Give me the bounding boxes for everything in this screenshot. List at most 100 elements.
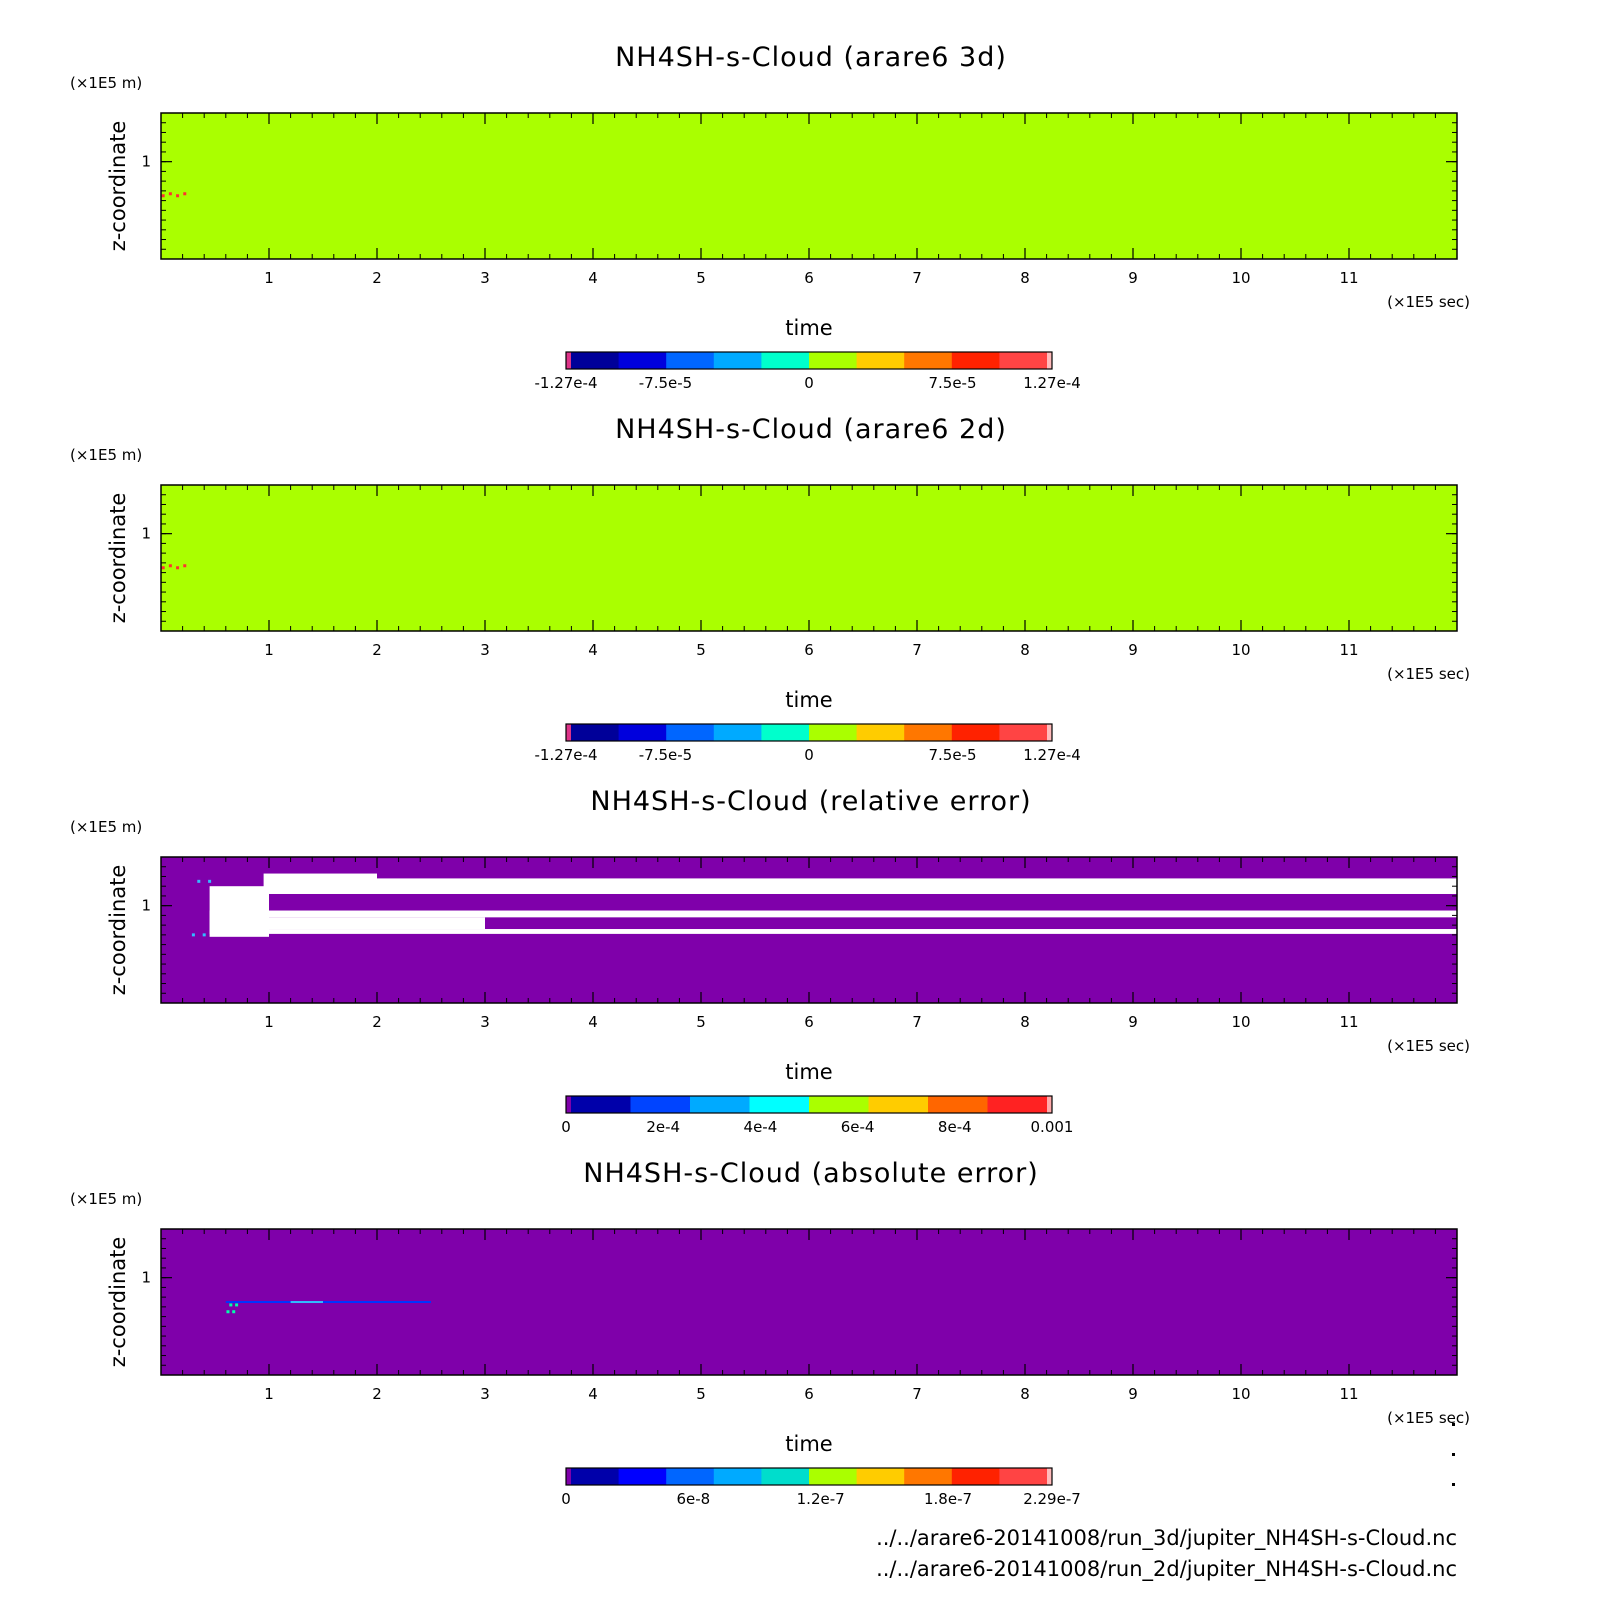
colorbar-frame	[565, 723, 1053, 742]
heatmap-feature-5	[209, 917, 485, 930]
x-tick-label: 1	[264, 269, 274, 287]
colorbar-swatch	[713, 1468, 762, 1485]
x-tick-label: 1	[264, 641, 274, 659]
x-tick-label: 6	[804, 269, 814, 287]
x-tick-label: 6	[804, 1385, 814, 1403]
footer-path-line: ../../arare6-20141008/run_2d/jupiter_NH4…	[876, 1557, 1457, 1582]
colorbar-swatch	[566, 1096, 571, 1113]
colorbar-label: 2e-4	[646, 1118, 680, 1136]
colorbar-swatch	[868, 1096, 929, 1113]
colorbar-swatch	[666, 724, 715, 741]
x-tick-label: 7	[912, 1013, 922, 1031]
x-tick-label: 8	[1020, 1013, 1030, 1031]
x-unit-label: (×1E5 sec)	[1387, 665, 1470, 683]
colorbar-swatch	[761, 724, 810, 741]
colorbar-label: 7.5e-5	[928, 746, 976, 764]
y-axis-label: z-coordinate	[106, 1237, 130, 1368]
colorbar-swatch	[713, 724, 762, 741]
x-axis-label: time	[785, 1432, 832, 1456]
x-tick-label: 11	[1339, 269, 1358, 287]
colorbar: -1.27e-4 -7.5e-5 0 7.5e-5 1.27e-4	[535, 723, 1081, 764]
footer-path-line: ../../arare6-20141008/run_3d/jupiter_NH4…	[876, 1526, 1457, 1551]
colorbar-label: 1.27e-4	[1023, 746, 1081, 764]
x-tick-label: 1	[264, 1385, 274, 1403]
colorbar-frame	[565, 351, 1053, 370]
colorbar-swatch	[856, 1468, 905, 1485]
colorbar-swatch	[571, 352, 620, 369]
x-tick-label: 9	[1128, 1013, 1138, 1031]
x-tick-label: 4	[588, 269, 598, 287]
x-tick-label: 3	[480, 641, 490, 659]
colorbar-swatch	[904, 1468, 953, 1485]
x-tick-label: 4	[588, 1385, 598, 1403]
colorbar-swatch	[690, 1096, 750, 1113]
y-tick-label: 1	[141, 897, 151, 915]
colorbar-swatch	[618, 1468, 667, 1485]
heatmap-feature-3	[209, 910, 1458, 918]
colorbar-label: 0.001	[1031, 1118, 1074, 1136]
colorbar-label: 0	[561, 1490, 571, 1508]
colorbar-label: 1.2e-7	[797, 1490, 845, 1508]
colorbar-swatch	[904, 724, 953, 741]
colorbar-swatch	[951, 724, 1000, 741]
y-tick-label: 1	[141, 525, 151, 543]
colorbar-swatch	[618, 724, 667, 741]
colorbar-swatch	[809, 352, 858, 369]
colorbar-swatch	[761, 1468, 810, 1485]
heatmap-feature-1	[263, 873, 377, 894]
x-tick-label: 11	[1339, 1385, 1358, 1403]
heatmap-feature-1	[225, 1301, 431, 1304]
colorbar-label: 8e-4	[938, 1118, 972, 1136]
x-unit-label: (×1E5 sec)	[1387, 1409, 1470, 1427]
y-unit-label: (×1E5 m)	[70, 74, 142, 92]
colorbar-swatch	[713, 352, 762, 369]
x-tick-label: 6	[804, 641, 814, 659]
colorbar-swatch	[666, 1468, 715, 1485]
heatmap-feature-2	[290, 1301, 323, 1304]
x-tick-label: 2	[372, 1385, 382, 1403]
colorbar: 0 2e-4 4e-4 6e-4 8e-4 0.001	[561, 1095, 1074, 1136]
x-tick-label: 9	[1128, 641, 1138, 659]
colorbar-label: -1.27e-4	[535, 374, 598, 392]
panel-title: NH4SH-s-Cloud (arare6 3d)	[615, 42, 1007, 73]
colorbar-label: 0	[804, 746, 814, 764]
colorbar-swatch	[666, 352, 715, 369]
x-tick-label: 10	[1231, 1013, 1250, 1031]
footer-dot	[1452, 1423, 1455, 1426]
colorbar-swatch	[999, 1468, 1048, 1485]
colorbar-swatch	[630, 1096, 691, 1113]
colorbar-swatch	[618, 352, 667, 369]
x-unit-label: (×1E5 sec)	[1387, 293, 1470, 311]
colorbar-frame	[565, 1467, 1053, 1486]
heatmap-feature-1	[161, 564, 187, 570]
colorbar-swatch	[951, 352, 1000, 369]
colorbar-swatch	[856, 724, 905, 741]
colorbar-label: 4e-4	[744, 1118, 778, 1136]
x-tick-label: 4	[588, 641, 598, 659]
panel-title: NH4SH-s-Cloud (arare6 2d)	[615, 414, 1007, 445]
colorbar-swatch	[999, 352, 1048, 369]
footer-file-paths: ../../arare6-20141008/run_3d/jupiter_NH4…	[876, 1423, 1457, 1582]
heatmap-field	[161, 113, 1457, 259]
colorbar-swatch	[809, 1468, 858, 1485]
colorbar-swatch	[1047, 1096, 1052, 1113]
x-axis-label: time	[785, 688, 832, 712]
x-tick-label: 9	[1128, 1385, 1138, 1403]
x-tick-label: 4	[588, 1013, 598, 1031]
colorbar-swatch	[571, 1468, 620, 1485]
x-tick-label: 11	[1339, 641, 1358, 659]
colorbar-frame	[565, 1095, 1053, 1114]
colorbar-label: 1.8e-7	[924, 1490, 972, 1508]
colorbar: 0 6e-8 1.2e-7 1.8e-7 2.29e-7	[561, 1467, 1081, 1508]
x-tick-label: 11	[1339, 1013, 1358, 1031]
colorbar-label: 6e-8	[676, 1490, 710, 1508]
colorbar-swatch	[809, 724, 858, 741]
heatmap-feature-6	[209, 886, 269, 937]
y-tick-label: 1	[141, 1269, 151, 1287]
y-tick-label: 1	[141, 153, 151, 171]
colorbar-swatch	[566, 352, 571, 369]
colorbar-swatch	[951, 1468, 1000, 1485]
x-tick-label: 8	[1020, 1385, 1030, 1403]
colorbar-swatch	[1047, 1468, 1052, 1485]
